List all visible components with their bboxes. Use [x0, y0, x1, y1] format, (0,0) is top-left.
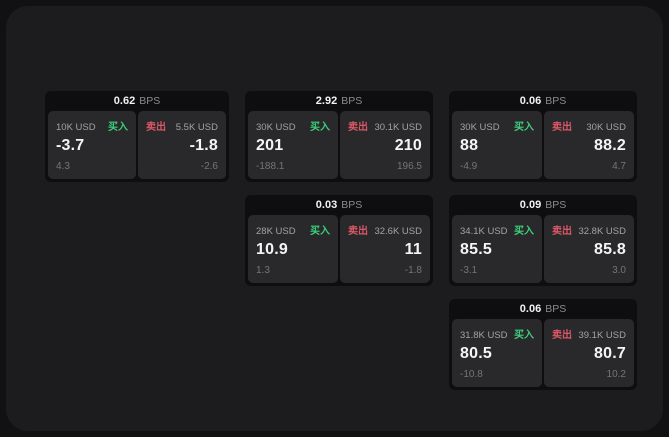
quote-card-2: 2.92 BPS 30K USD 买入 201 -188.1 卖出 30.1K … — [245, 91, 433, 182]
card-header: 0.62 BPS — [48, 91, 226, 111]
sell-sub-value: 3.0 — [612, 265, 626, 276]
buy-tile[interactable]: 30K USD 买入 88 -4.9 — [452, 111, 542, 179]
sell-price: 85.8 — [594, 241, 626, 258]
bps-value: 0.09 — [519, 199, 542, 211]
bps-unit-label: BPS — [341, 199, 363, 211]
buy-tile[interactable]: 31.8K USD 买入 80.5 -10.8 — [452, 319, 542, 387]
bps-unit-label: BPS — [545, 303, 567, 315]
buy-sub-value: -3.1 — [460, 265, 478, 276]
buy-side-label: 买入 — [108, 122, 128, 133]
quote-card-3: 0.06 BPS 30K USD 买入 88 -4.9 卖出 30K USD — [449, 91, 637, 182]
app-background-panel: 0.62 BPS 10K USD 买入 -3.7 4.3 卖出 5.5K USD — [6, 6, 663, 431]
buy-sub-value: -188.1 — [256, 161, 285, 172]
sell-tile[interactable]: 卖出 5.5K USD -1.8 -2.6 — [138, 111, 226, 179]
buy-side-label: 买入 — [514, 330, 534, 341]
quote-card-4: 0.03 BPS 28K USD 买入 10.9 1.3 卖出 32.6K US… — [245, 195, 433, 286]
card-header: 0.03 BPS — [248, 195, 430, 215]
sell-tile[interactable]: 卖出 30.1K USD 210 196.5 — [340, 111, 430, 179]
quote-card-5: 0.09 BPS 34.1K USD 买入 85.5 -3.1 卖出 32.8K… — [449, 195, 637, 286]
sell-sub-value: -1.8 — [404, 265, 422, 276]
buy-tile[interactable]: 34.1K USD 买入 85.5 -3.1 — [452, 215, 542, 283]
card-header: 0.06 BPS — [452, 91, 634, 111]
sell-side-label: 卖出 — [552, 226, 572, 237]
card-header: 2.92 BPS — [248, 91, 430, 111]
sell-amount: 5.5K USD — [175, 122, 218, 133]
sell-side-label: 卖出 — [552, 330, 572, 341]
bps-unit-label: BPS — [545, 95, 567, 107]
bps-value: 0.03 — [315, 199, 338, 211]
buy-amount: 28K USD — [256, 226, 296, 237]
sell-amount: 30K USD — [586, 122, 626, 133]
sell-tile[interactable]: 卖出 30K USD 88.2 4.7 — [544, 111, 634, 179]
sell-amount: 32.8K USD — [578, 226, 626, 237]
buy-price: 85.5 — [460, 241, 492, 258]
buy-sub-value: -4.9 — [460, 161, 478, 172]
bps-value: 2.92 — [315, 95, 338, 107]
buy-amount: 30K USD — [256, 122, 296, 133]
buy-amount: 30K USD — [460, 122, 500, 133]
buy-side-label: 买入 — [310, 226, 330, 237]
bps-value: 0.06 — [519, 95, 542, 107]
buy-price: 201 — [256, 137, 284, 154]
sell-sub-value: 10.2 — [606, 369, 626, 380]
buy-side-label: 买入 — [514, 226, 534, 237]
sell-side-label: 卖出 — [348, 122, 368, 133]
bps-unit-label: BPS — [545, 199, 567, 211]
buy-tile[interactable]: 30K USD 买入 201 -188.1 — [248, 111, 338, 179]
sell-tile[interactable]: 卖出 32.8K USD 85.8 3.0 — [544, 215, 634, 283]
buy-side-label: 买入 — [514, 122, 534, 133]
card-header: 0.06 BPS — [452, 299, 634, 319]
buy-price: 88 — [460, 137, 479, 154]
sell-side-label: 卖出 — [552, 122, 572, 133]
sell-sub-value: 196.5 — [396, 161, 422, 172]
quote-card-6: 0.06 BPS 31.8K USD 买入 80.5 -10.8 卖出 39.1… — [449, 299, 637, 390]
buy-tile[interactable]: 28K USD 买入 10.9 1.3 — [248, 215, 338, 283]
quote-card-1: 0.62 BPS 10K USD 买入 -3.7 4.3 卖出 5.5K USD — [45, 91, 229, 182]
buy-price: 80.5 — [460, 345, 492, 362]
sell-price: 80.7 — [594, 345, 626, 362]
buy-amount: 31.8K USD — [460, 330, 508, 341]
buy-price: -3.7 — [56, 137, 85, 154]
card-header: 0.09 BPS — [452, 195, 634, 215]
sell-tile[interactable]: 卖出 39.1K USD 80.7 10.2 — [544, 319, 634, 387]
buy-amount: 10K USD — [56, 122, 96, 133]
sell-side-label: 卖出 — [348, 226, 368, 237]
sell-amount: 39.1K USD — [578, 330, 626, 341]
sell-sub-value: -2.6 — [200, 161, 218, 172]
buy-sub-value: 1.3 — [256, 265, 270, 276]
bps-value: 0.62 — [113, 95, 136, 107]
sell-price: -1.8 — [189, 137, 218, 154]
buy-tile[interactable]: 10K USD 买入 -3.7 4.3 — [48, 111, 136, 179]
sell-sub-value: 4.7 — [612, 161, 626, 172]
buy-sub-value: 4.3 — [56, 161, 70, 172]
buy-side-label: 买入 — [310, 122, 330, 133]
sell-amount: 30.1K USD — [374, 122, 422, 133]
sell-amount: 32.6K USD — [374, 226, 422, 237]
bps-unit-label: BPS — [341, 95, 363, 107]
sell-price: 88.2 — [594, 137, 626, 154]
buy-sub-value: -10.8 — [460, 369, 483, 380]
buy-price: 10.9 — [256, 241, 288, 258]
sell-price: 210 — [394, 137, 422, 154]
quote-cards-grid: 0.62 BPS 10K USD 买入 -3.7 4.3 卖出 5.5K USD — [45, 91, 637, 390]
bps-unit-label: BPS — [139, 95, 161, 107]
sell-side-label: 卖出 — [146, 122, 166, 133]
bps-value: 0.06 — [519, 303, 542, 315]
sell-price: 11 — [404, 241, 422, 258]
buy-amount: 34.1K USD — [460, 226, 508, 237]
sell-tile[interactable]: 卖出 32.6K USD 11 -1.8 — [340, 215, 430, 283]
